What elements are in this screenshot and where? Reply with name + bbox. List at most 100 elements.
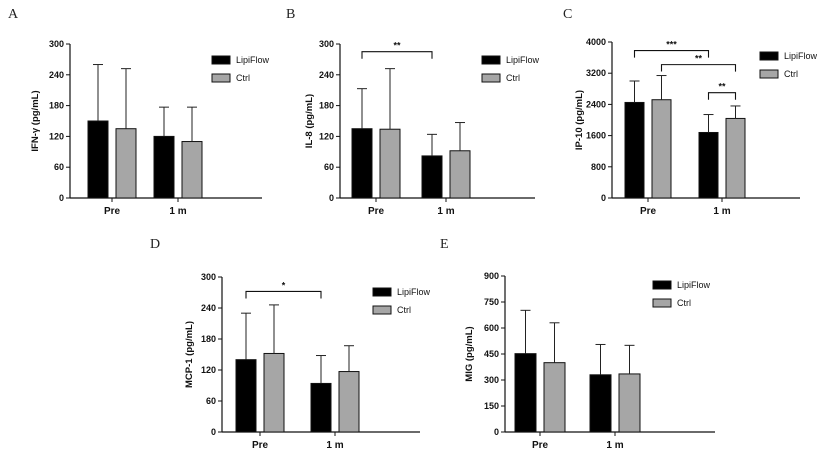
panel-letter: E: [440, 237, 449, 252]
y-tick-label: 900: [484, 271, 499, 281]
chart-panel-e: E 0 150 300 450 600 750 900 MIG (pg/mL) Pre 1 m Lip…: [440, 237, 715, 451]
significance-label: ***: [666, 40, 677, 50]
legend-swatch: [372, 305, 392, 315]
legend-swatch: [481, 55, 501, 65]
bar-ctrl-1: [618, 373, 641, 433]
legend-label: LipiFlow: [677, 280, 711, 290]
y-tick-label: 750: [484, 297, 499, 307]
significance-bracket: [361, 51, 433, 59]
legend-label: Ctrl: [784, 69, 798, 79]
y-tick-label: 0: [59, 193, 64, 203]
panel-letter: A: [8, 7, 19, 22]
y-tick-label: 120: [319, 131, 334, 141]
chart-panel-b: B 0 60 120 180 240 300 IL-8 (pg/mL) Pre 1 m ** Lipi…: [286, 7, 540, 217]
legend-swatch: [652, 280, 672, 290]
legend-label: Ctrl: [236, 73, 250, 83]
significance-bracket: [245, 290, 322, 299]
y-tick-label: 180: [201, 334, 216, 344]
x-tick-label: 1 m: [169, 206, 186, 217]
x-tick-label: 1 m: [606, 440, 623, 451]
legend-label: LipiFlow: [397, 287, 431, 297]
y-tick-label: 4000: [586, 37, 606, 47]
bar-ctrl-1: [725, 117, 746, 199]
bar-ctrl-0: [263, 352, 285, 433]
y-tick-label: 0: [329, 193, 334, 203]
y-tick-label: 150: [484, 401, 499, 411]
legend-label: LipiFlow: [784, 51, 818, 61]
bar-lipiflow-0: [624, 101, 645, 199]
chart-panel-c: C 0 800 1600 2400 3200 4000 IP-10 (pg/mL) Pre 1 m…: [563, 7, 818, 217]
legend-swatch: [481, 73, 501, 83]
y-tick-label: 0: [601, 193, 606, 203]
x-tick-label: 1 m: [437, 206, 454, 217]
y-tick-label: 600: [484, 323, 499, 333]
significance-label: **: [393, 41, 401, 51]
significance-bracket: [633, 50, 710, 58]
y-tick-label: 0: [211, 427, 216, 437]
y-tick-label: 300: [319, 39, 334, 49]
bar-lipiflow-1: [153, 135, 175, 199]
bar-ctrl-1: [338, 371, 360, 433]
y-tick-label: 240: [201, 303, 216, 313]
y-tick-label: 0: [494, 427, 499, 437]
x-tick-label: Pre: [532, 440, 549, 451]
legend-swatch: [211, 73, 231, 83]
x-tick-label: 1 m: [713, 206, 730, 217]
y-tick-label: 180: [319, 101, 334, 111]
legend-swatch: [211, 55, 231, 65]
y-axis-label: IFN-γ (pg/mL): [30, 90, 41, 151]
x-tick-label: Pre: [640, 206, 657, 217]
y-axis-label: MCP-1 (pg/mL): [184, 321, 195, 388]
y-tick-label: 60: [206, 396, 216, 406]
y-tick-label: 240: [319, 70, 334, 80]
y-tick-label: 120: [49, 131, 64, 141]
bar-lipiflow-0: [351, 128, 373, 199]
bar-ctrl-1: [181, 141, 203, 199]
bar-ctrl-0: [379, 128, 401, 199]
y-tick-label: 800: [591, 162, 606, 172]
y-axis-label: IP-10 (pg/mL): [574, 90, 585, 150]
significance-label: *: [282, 280, 286, 290]
x-tick-label: Pre: [368, 206, 385, 217]
bar-lipiflow-0: [514, 353, 537, 433]
panel-letter: C: [563, 7, 572, 22]
bar-lipiflow-1: [698, 131, 719, 199]
y-tick-label: 450: [484, 349, 499, 359]
y-tick-label: 3200: [586, 68, 606, 78]
y-axis-label: IL-8 (pg/mL): [304, 94, 315, 148]
panel-letter: B: [286, 7, 295, 22]
y-tick-label: 60: [54, 162, 64, 172]
y-tick-label: 300: [49, 39, 64, 49]
legend-label: Ctrl: [506, 73, 520, 83]
x-tick-label: 1 m: [326, 440, 343, 451]
y-tick-label: 300: [484, 375, 499, 385]
x-tick-label: Pre: [104, 206, 121, 217]
y-tick-label: 300: [201, 272, 216, 282]
bar-lipiflow-0: [87, 120, 109, 199]
legend-label: Ctrl: [677, 298, 691, 308]
bar-ctrl-0: [651, 99, 672, 199]
bar-lipiflow-1: [310, 382, 332, 433]
bar-ctrl-0: [543, 362, 566, 433]
bar-lipiflow-1: [421, 155, 443, 199]
x-tick-label: Pre: [252, 440, 269, 451]
y-tick-label: 1600: [586, 131, 606, 141]
significance-label: **: [695, 54, 703, 64]
bar-lipiflow-1: [589, 374, 612, 433]
y-axis-label: MIG (pg/mL): [464, 326, 475, 381]
legend-label: LipiFlow: [236, 55, 270, 65]
y-tick-label: 2400: [586, 99, 606, 109]
bar-ctrl-0: [115, 128, 137, 199]
y-tick-label: 180: [49, 101, 64, 111]
legend-swatch: [372, 287, 392, 297]
legend-label: Ctrl: [397, 305, 411, 315]
chart-panel-d: D 0 60 120 180 240 300 MCP-1 (pg/mL) Pre 1 m * Lipi…: [150, 237, 431, 451]
bar-lipiflow-0: [235, 359, 257, 433]
significance-bracket: [707, 92, 737, 100]
legend-swatch: [759, 51, 779, 61]
y-tick-label: 120: [201, 365, 216, 375]
significance-label: **: [718, 82, 726, 92]
significance-bracket: [660, 64, 737, 72]
legend-swatch: [759, 69, 779, 79]
